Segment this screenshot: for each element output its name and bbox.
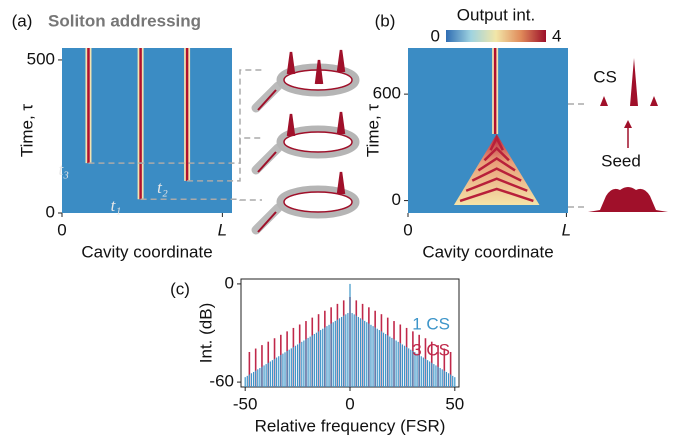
panel-label: (c) (170, 279, 190, 298)
panel-title: Soliton addressing (48, 11, 201, 30)
y-tick-label: 0 (46, 202, 55, 221)
x-tick-label: L (562, 220, 571, 239)
seed-label: Seed (601, 151, 641, 170)
x-tick-label: 0 (403, 220, 412, 239)
y-axis-title: Int. (dB) (196, 303, 215, 363)
y-tick-label: 0 (225, 273, 234, 292)
cs-label: CS (593, 67, 617, 86)
seed-breather (477, 156, 516, 172)
colorbar-tick-label: 0 (431, 26, 440, 45)
colorbar-title: Output int. (457, 5, 535, 24)
x-tick-label: -50 (233, 394, 258, 413)
y-tick-label: -60 (209, 372, 234, 391)
colorbar (446, 30, 546, 42)
colorbar-tick-label: 4 (552, 26, 561, 45)
panel-label: (b) (375, 11, 396, 30)
seed-breather (471, 167, 522, 182)
profile-insets (568, 58, 668, 212)
y-tick-label: 600 (373, 84, 401, 103)
x-tick-label: 0 (345, 394, 354, 413)
legend-entry: 1 CS (412, 314, 450, 333)
x-tick-label: 0 (57, 220, 66, 239)
x-tick-label: 50 (445, 394, 464, 413)
y-tick-label: 0 (392, 190, 401, 209)
ring-diagrams (251, 49, 360, 235)
time-label: t₁ (111, 196, 122, 215)
time-label: t₃ (58, 160, 69, 179)
panel-label: (a) (12, 11, 33, 30)
seed-breather (489, 135, 504, 151)
y-axis-title: Time, τ (363, 104, 382, 158)
x-tick-label: L (218, 220, 227, 239)
seed-breather (483, 146, 510, 162)
seed-breather (459, 187, 534, 203)
leader-line (88, 69, 262, 164)
x-axis-title: Relative frequency (FSR) (255, 416, 446, 435)
time-label: t₂ (157, 178, 168, 197)
x-axis-title: Cavity coordinate (422, 242, 553, 261)
legend-entry: 3 CS (412, 340, 450, 359)
seed-breather (465, 177, 528, 192)
leader-line (140, 198, 262, 201)
y-tick-label: 500 (27, 49, 55, 68)
x-axis-title: Cavity coordinate (81, 242, 212, 261)
y-axis-title: Time, τ (17, 104, 36, 158)
